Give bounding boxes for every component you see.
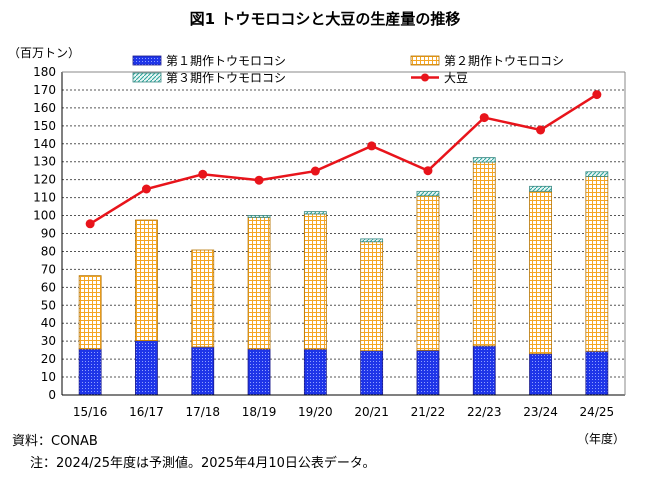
y-tick-label: 180 (33, 65, 56, 79)
x-tick-label: 21/22 (411, 405, 446, 419)
soybean-point (198, 169, 208, 179)
bar-segment-series-3 (529, 185, 552, 192)
legend-label: 大豆 (444, 71, 468, 85)
bar-segment-series-2 (78, 275, 102, 350)
bar-segment-series-3 (303, 211, 327, 215)
y-tick-label: 20 (41, 352, 56, 366)
bar-segment-series-3 (247, 215, 271, 218)
soybean-point (367, 141, 377, 151)
bar-segment-series-1 (303, 348, 327, 396)
bar-segment-series-1 (416, 349, 440, 396)
y-tick-label: 40 (41, 316, 56, 330)
bar-segment-series-2 (585, 176, 609, 352)
y-tick-label: 80 (41, 244, 56, 258)
soybean-point (141, 184, 151, 194)
bar-segment-series-1 (585, 350, 609, 396)
x-tick-label: 17/18 (185, 405, 220, 419)
y-tick-label: 10 (41, 370, 56, 384)
x-tick-label: 23/24 (523, 405, 558, 419)
soybean-point (479, 113, 489, 123)
bar-segment-series-3 (360, 238, 384, 243)
bar-segment-series-2 (416, 195, 440, 351)
bar-segment-series-2 (529, 190, 552, 355)
legend-label: 第３期作トウモロコシ (166, 71, 286, 85)
y-tick-label: 170 (33, 83, 56, 97)
bar-segment-series-1 (191, 346, 215, 396)
soybean-series-line (89, 93, 598, 225)
soybean-point (423, 166, 433, 176)
bar-segment-series-1 (78, 348, 102, 396)
y-tick-label: 160 (33, 101, 56, 115)
x-axis-unit: （年度） (577, 432, 626, 446)
legend-label: 第１期作トウモロコシ (166, 54, 286, 68)
legend-swatch (132, 55, 162, 66)
x-tick-label: 15/16 (73, 405, 108, 419)
bar-segment-series-2 (191, 249, 215, 348)
bar-segment-series-2 (303, 213, 327, 350)
footnote: 注：2024/25年度は予測値。2025年4月10日公表データ。 (30, 456, 376, 471)
bar-segment-series-2 (247, 216, 271, 350)
legend-marker (421, 73, 429, 82)
bar-segment-series-1 (529, 353, 552, 396)
y-tick-label: 140 (33, 137, 56, 151)
x-tick-label: 24/25 (580, 405, 615, 419)
legend-swatch (132, 72, 162, 83)
x-tick-label: 19/20 (298, 405, 333, 419)
bar-segment-series-2 (472, 161, 496, 347)
y-tick-label: 150 (33, 119, 56, 133)
y-tick-label: 0 (48, 388, 56, 402)
y-tick-label: 30 (41, 334, 56, 348)
x-tick-label: 22/23 (467, 405, 502, 419)
y-tick-label: 100 (33, 209, 56, 223)
bar-segment-series-3 (416, 190, 440, 197)
y-tick-label: 110 (33, 191, 56, 205)
axes: 0 10 20 30 40 50 60 70 80 90 100 110 120 130 140 150 160… (33, 65, 626, 419)
y-tick-label: 70 (41, 262, 56, 276)
soybean-point (592, 90, 602, 100)
chart-title: 図1 トウモロコシと大豆の生産量の推移 (189, 10, 461, 28)
soybean-point (310, 166, 320, 176)
y-tick-label: 50 (41, 298, 56, 312)
bars (78, 157, 609, 396)
bar-segment-series-1 (360, 350, 384, 396)
x-tick-label: 20/21 (354, 405, 389, 419)
y-axis-unit: （百万トン） (8, 46, 81, 60)
y-tick-label: 90 (41, 227, 56, 241)
x-tick-label: 16/17 (129, 405, 164, 419)
x-tick-label: 18/19 (242, 405, 277, 419)
y-tick-label: 130 (33, 155, 56, 169)
soybean-line (85, 90, 602, 229)
legend-label: 第２期作トウモロコシ (444, 54, 564, 68)
soybean-point (536, 125, 546, 135)
bar-segment-series-1 (135, 340, 158, 396)
y-tick-label: 120 (33, 173, 56, 187)
soybean-point (85, 219, 95, 229)
bar-segment-series-1 (472, 345, 496, 396)
bar-segment-series-2 (360, 241, 384, 352)
y-tick-label: 60 (41, 280, 56, 294)
bar-segment-series-3 (585, 171, 609, 177)
bar-segment-series-2 (135, 219, 158, 342)
bar-segment-series-1 (247, 348, 271, 396)
source-note: 資料：CONAB (12, 434, 98, 449)
bar-segment-series-3 (472, 157, 496, 163)
soybean-point (254, 175, 264, 185)
legend-swatch (410, 55, 440, 66)
